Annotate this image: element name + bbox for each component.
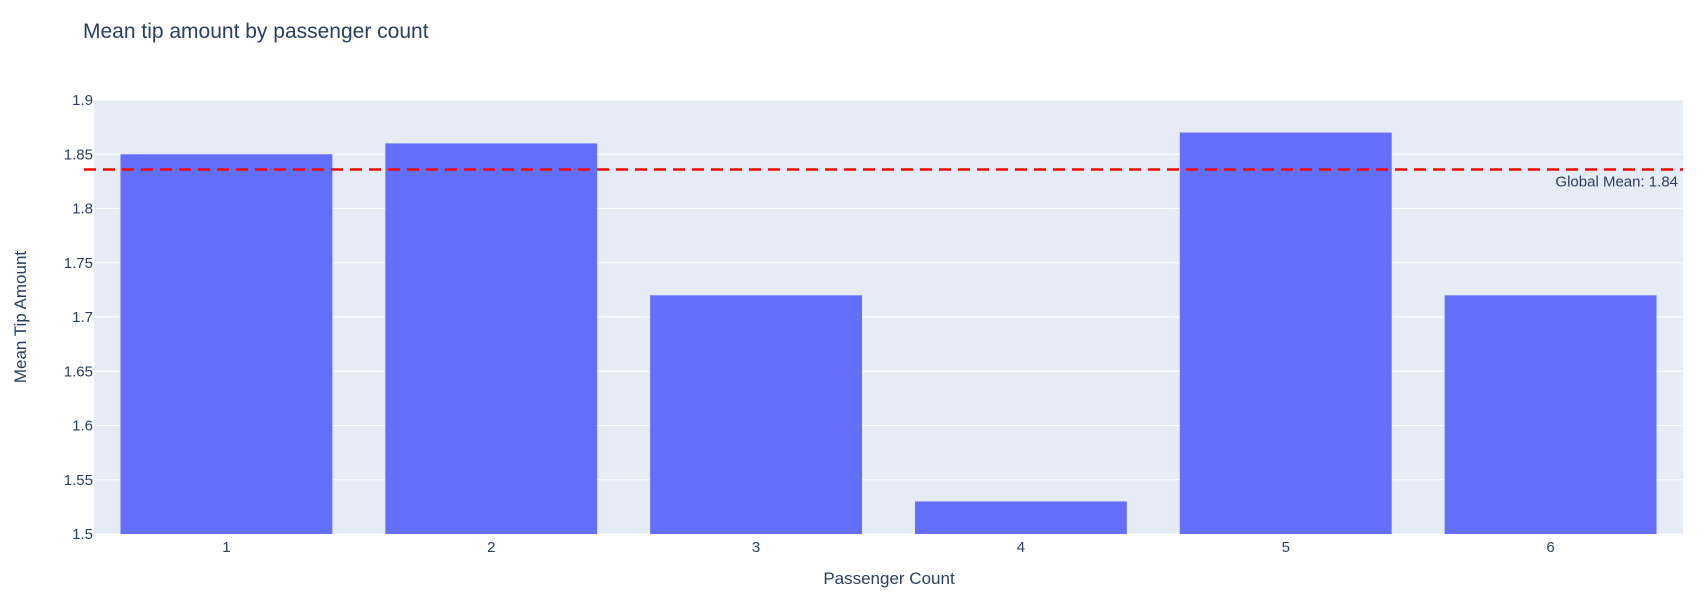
x-tick-label: 1 bbox=[222, 539, 230, 556]
y-tick-label: 1.85 bbox=[64, 146, 93, 163]
y-tick-label: 1.8 bbox=[72, 201, 93, 218]
y-tick-label: 1.55 bbox=[64, 472, 93, 489]
y-tick-label: 1.75 bbox=[64, 255, 93, 272]
bar-2 bbox=[385, 143, 598, 534]
y-tick-label: 1.9 bbox=[72, 92, 93, 109]
y-tick-label: 1.65 bbox=[64, 363, 93, 380]
y-tick-label: 1.7 bbox=[72, 309, 93, 326]
x-tick-label: 3 bbox=[752, 539, 760, 556]
y-axis-label: Mean Tip Amount bbox=[11, 251, 30, 384]
bar-6 bbox=[1444, 295, 1657, 534]
bar-3 bbox=[650, 295, 863, 534]
x-tick-label: 6 bbox=[1546, 539, 1554, 556]
y-tick-label: 1.6 bbox=[72, 418, 93, 435]
y-tick-label: 1.5 bbox=[72, 526, 93, 543]
x-tick-label: 2 bbox=[487, 539, 495, 556]
x-axis-label: Passenger Count bbox=[823, 569, 955, 588]
plot-area: 1.5 1.55 1.6 1.65 1.7 1.75 1.8 1.85 1.9 1 2 3 4 5 6 Glo… bbox=[64, 92, 1683, 556]
bar-1 bbox=[120, 154, 333, 534]
chart-title: Mean tip amount by passenger count bbox=[83, 20, 429, 43]
bar-5 bbox=[1179, 132, 1392, 535]
x-tick-label: 5 bbox=[1282, 539, 1290, 556]
bar-4 bbox=[914, 501, 1127, 534]
global-mean-label: Global Mean: 1.84 bbox=[1555, 173, 1678, 190]
x-tick-label: 4 bbox=[1017, 539, 1025, 556]
